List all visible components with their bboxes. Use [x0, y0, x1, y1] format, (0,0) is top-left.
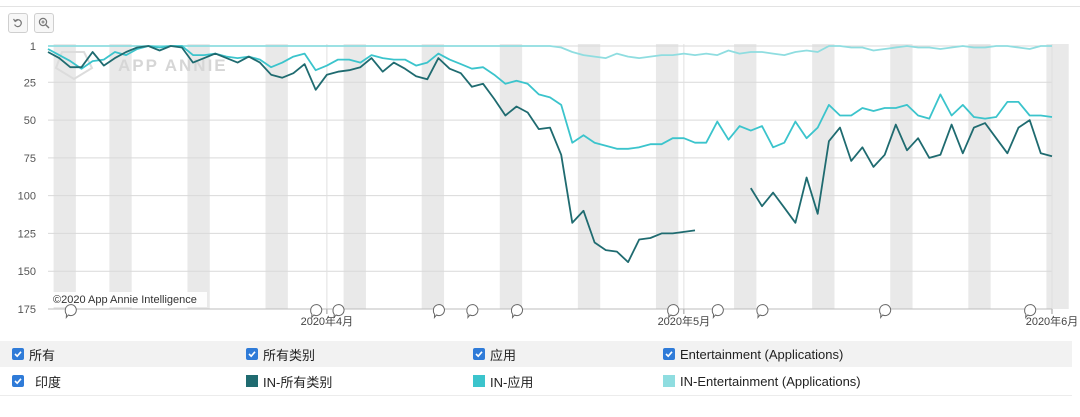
reset-zoom-button[interactable]	[8, 13, 28, 33]
legend-label-all-categories: 所有类别	[263, 347, 316, 363]
zoom-in-button[interactable]	[34, 13, 54, 33]
credit-background	[49, 292, 207, 307]
event-marker-icon	[1024, 304, 1037, 320]
weekend-band	[655, 44, 679, 309]
series-line	[47, 45, 1053, 263]
event-marker-icon	[510, 304, 524, 320]
legend-row-categories: 所有 所有类别 应用 Entertainment (Applications)	[0, 341, 1072, 367]
undo-icon	[13, 18, 22, 28]
legend-series-label-entertainment: IN-Entertainment (Applications)	[680, 373, 861, 389]
weekend-band	[343, 44, 366, 309]
legend-item-entertainment[interactable]: Entertainment (Applications)	[663, 347, 843, 362]
series-swatch-light-teal	[663, 375, 675, 387]
series-swatch-dark-teal	[246, 375, 258, 387]
legend-row-series: 印度 IN-所有类别 IN-应用 IN-Entertainment (Appli…	[0, 368, 1072, 394]
watermark-logo-icon	[54, 51, 94, 81]
y-tick-label: 50	[24, 115, 36, 127]
event-marker-icon	[64, 304, 77, 320]
weekend-band	[265, 44, 288, 309]
checkbox-checked-icon[interactable]	[12, 375, 24, 387]
checkbox-checked-icon[interactable]	[246, 348, 258, 360]
legend-item-all[interactable]: 所有	[12, 345, 55, 364]
checkbox-checked-icon[interactable]	[12, 348, 24, 360]
y-tick-label: 125	[18, 228, 36, 240]
top-divider	[0, 6, 1080, 7]
series-swatch-teal	[473, 375, 485, 387]
event-marker-icon	[466, 304, 479, 320]
x-tick-label: 2020年6月	[1026, 314, 1079, 328]
x-tick-label: 2020年5月	[658, 314, 711, 328]
event-marker-icon	[432, 304, 445, 320]
legend-item-country-india[interactable]: 印度	[12, 372, 61, 391]
event-marker-icon	[667, 304, 680, 320]
legend-label-india: 印度	[35, 374, 62, 390]
x-tick-label: 2020年4月	[301, 314, 354, 328]
weekend-band	[421, 44, 445, 309]
legend-series-label-apps: IN-应用	[490, 374, 534, 390]
legend-series-label-all-categories: IN-所有类别	[263, 374, 333, 390]
y-tick-label: 175	[18, 304, 36, 316]
weekend-band	[577, 44, 601, 309]
weekend-band	[499, 44, 523, 309]
y-tick-label: 25	[24, 77, 36, 89]
y-tick-label: 100	[18, 191, 36, 203]
y-tick-label: 150	[18, 266, 36, 278]
event-marker-icon	[310, 304, 323, 320]
legend-item-apps[interactable]: 应用	[473, 345, 516, 364]
watermark-text: APP ANNIE	[118, 56, 228, 75]
series-line	[48, 45, 1052, 59]
legend-label-all: 所有	[29, 347, 56, 363]
y-tick-label: 75	[24, 153, 36, 165]
event-marker-icon	[332, 304, 345, 320]
y-tick-label: 1	[30, 41, 36, 53]
legend-item-series-all-categories[interactable]: IN-所有类别	[246, 372, 332, 391]
weekend-band	[968, 44, 991, 309]
legend-label-entertainment: Entertainment (Applications)	[680, 346, 844, 362]
credit-text: ©2020 App Annie Intelligence	[53, 294, 197, 306]
weekend-band	[734, 44, 757, 309]
event-marker-icon	[879, 304, 892, 320]
weekend-band	[1046, 44, 1069, 309]
bottom-divider	[0, 395, 1072, 396]
event-marker-icon	[756, 304, 769, 320]
weekend-band	[109, 44, 132, 309]
legend-item-series-apps[interactable]: IN-应用	[473, 372, 533, 391]
weekend-band	[890, 44, 913, 309]
chart-toolbar	[8, 13, 54, 33]
legend-label-apps: 应用	[490, 347, 517, 363]
zoom-in-icon	[38, 17, 50, 29]
event-marker-icon	[711, 304, 724, 320]
legend-item-series-entertainment[interactable]: IN-Entertainment (Applications)	[663, 374, 861, 389]
checkbox-checked-icon[interactable]	[473, 348, 485, 360]
weekend-band	[53, 44, 76, 309]
weekend-band	[187, 44, 210, 309]
checkbox-checked-icon[interactable]	[663, 348, 675, 360]
legend-item-all-categories[interactable]: 所有类别	[246, 345, 315, 364]
